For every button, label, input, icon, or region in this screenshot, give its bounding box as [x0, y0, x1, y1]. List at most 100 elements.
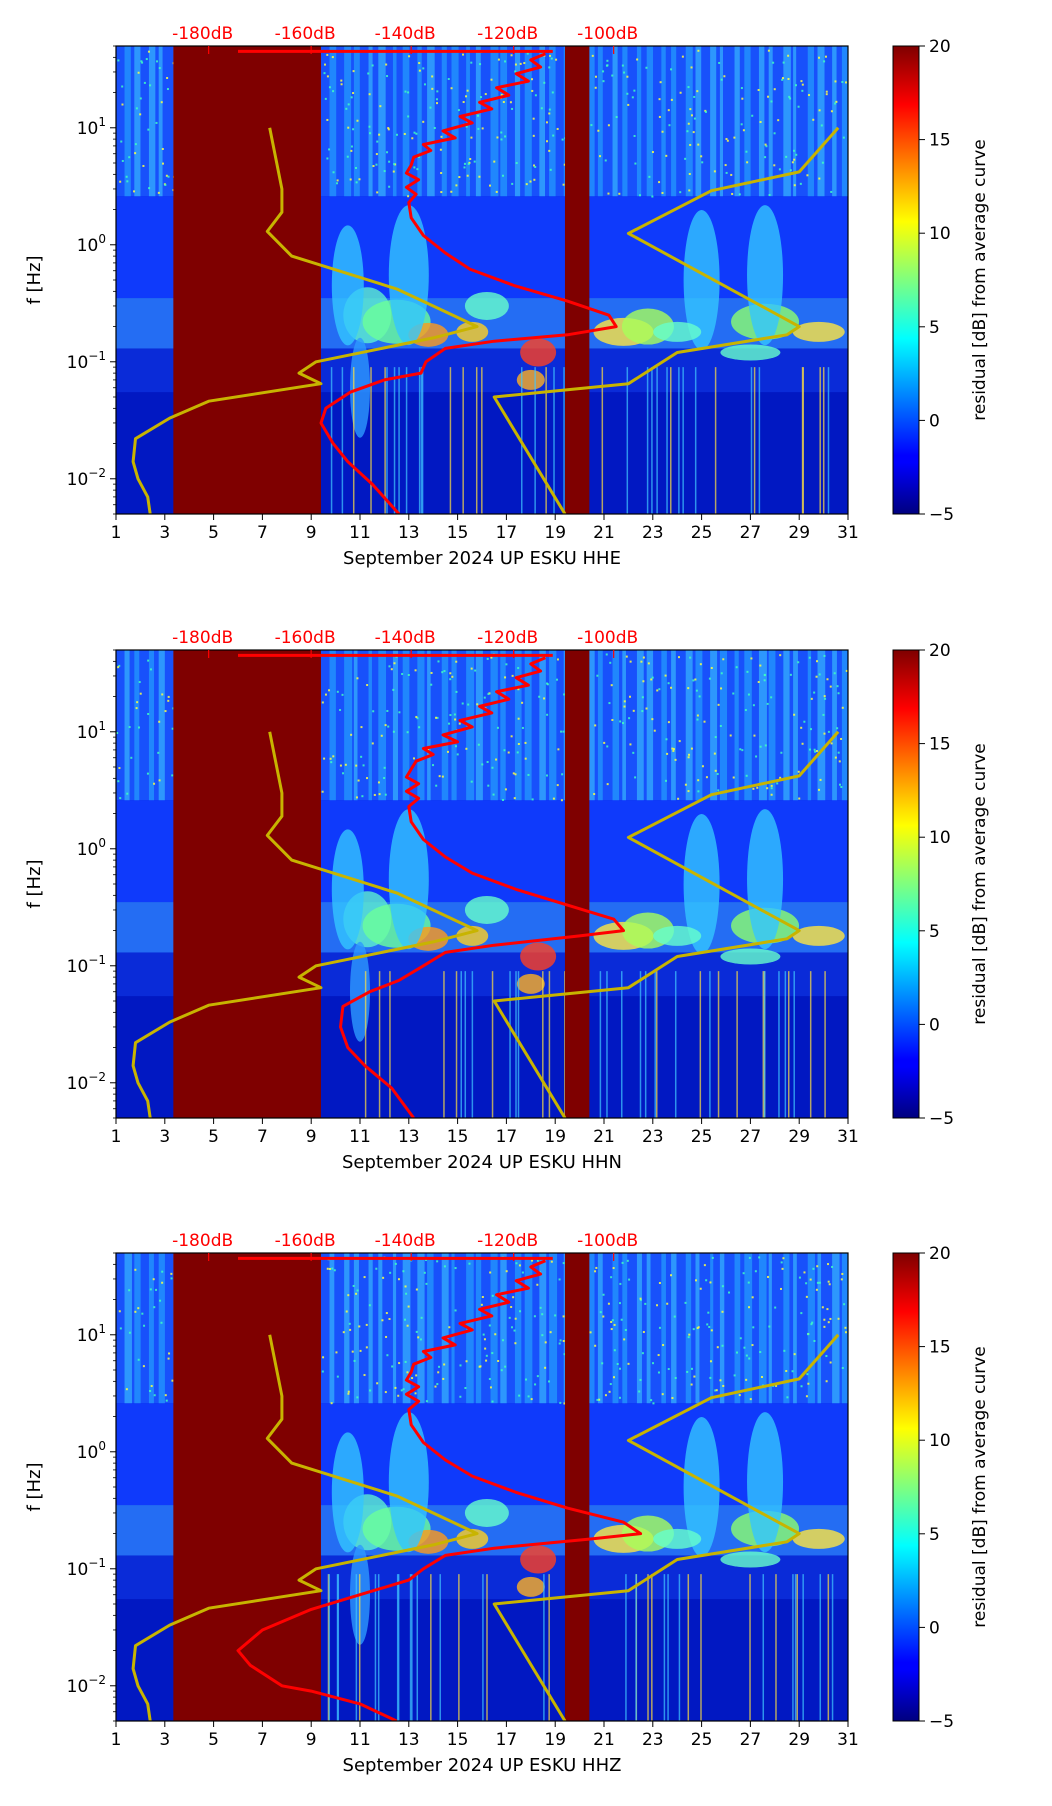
noise-speckle	[341, 693, 344, 696]
noise-speckle	[478, 175, 481, 178]
noise-speckle	[767, 49, 770, 52]
noise-speckle	[146, 772, 149, 775]
transient-streak	[651, 367, 653, 514]
microseism-energy	[520, 338, 557, 367]
transient-streak	[364, 971, 367, 1118]
transient-streak	[717, 971, 720, 1118]
transient-streak	[667, 1574, 669, 1721]
noise-speckle	[545, 774, 548, 777]
noise-speckle	[517, 743, 520, 746]
noise-speckle	[845, 81, 848, 84]
noise-speckle	[638, 1390, 641, 1393]
diurnal-streak	[353, 1253, 359, 1404]
noise-speckle	[738, 193, 741, 196]
diurnal-streak	[344, 650, 353, 801]
noise-speckle	[735, 666, 738, 669]
noise-speckle	[139, 97, 142, 100]
noise-speckle	[594, 86, 597, 89]
noise-speckle	[736, 1351, 739, 1354]
noise-speckle	[161, 148, 164, 151]
noise-speckle	[812, 1267, 815, 1270]
noise-speckle	[128, 1331, 131, 1334]
colorbar	[892, 45, 920, 515]
noise-speckle	[729, 734, 732, 737]
noise-speckle	[603, 741, 606, 744]
noise-speckle	[841, 1367, 844, 1370]
noise-speckle	[455, 690, 458, 693]
noise-speckle	[783, 1349, 786, 1352]
diurnal-streak	[807, 46, 814, 197]
noise-speckle	[779, 654, 782, 657]
noise-speckle	[442, 1377, 445, 1380]
noise-speckle	[359, 1349, 362, 1352]
noise-speckle	[671, 1397, 674, 1400]
noise-speckle	[697, 49, 700, 52]
noise-speckle	[765, 145, 768, 148]
noise-speckle	[360, 755, 363, 758]
noise-speckle	[754, 1270, 757, 1273]
noise-speckle	[739, 1337, 742, 1340]
noise-speckle	[491, 1294, 494, 1297]
transient-streak	[464, 971, 467, 1118]
noise-speckle	[562, 1339, 565, 1342]
noise-speckle	[367, 72, 370, 75]
noise-speckle	[639, 1297, 642, 1300]
transient-streak	[337, 1574, 340, 1721]
noise-speckle	[465, 747, 468, 750]
x-tick-label: 31	[837, 1127, 859, 1147]
noise-speckle	[689, 143, 692, 146]
microseism-energy	[456, 1528, 489, 1549]
noise-speckle	[823, 60, 826, 63]
noise-speckle	[376, 140, 379, 143]
noise-speckle	[332, 171, 335, 174]
microseism-energy	[683, 814, 720, 954]
noise-speckle	[454, 745, 457, 748]
noise-speckle	[763, 674, 766, 677]
diurnal-streak	[622, 46, 628, 197]
transient-streak	[548, 971, 551, 1118]
noise-speckle	[662, 1344, 665, 1347]
noise-speckle	[533, 164, 536, 167]
noise-speckle	[519, 62, 522, 65]
noise-speckle	[720, 78, 723, 81]
noise-speckle	[620, 1318, 623, 1321]
noise-speckle	[563, 163, 566, 166]
noise-speckle	[479, 1365, 482, 1368]
noise-speckle	[633, 89, 636, 92]
noise-speckle	[645, 707, 648, 710]
noise-speckle	[818, 673, 821, 676]
noise-speckle	[840, 737, 843, 740]
noise-speckle	[380, 734, 383, 737]
microseism-energy	[653, 1528, 702, 1549]
noise-speckle	[416, 717, 419, 720]
noise-speckle	[449, 672, 452, 675]
noise-speckle	[718, 61, 721, 64]
x-tick-label: 23	[642, 1127, 664, 1147]
noise-speckle	[725, 171, 728, 174]
noise-speckle	[613, 1323, 616, 1326]
y-tick-label: 10−1	[67, 1556, 106, 1580]
diurnal-streak	[500, 650, 506, 801]
noise-model-high-curve	[492, 126, 840, 514]
noise-speckle	[443, 670, 446, 673]
noise-speckle	[440, 172, 443, 175]
noise-speckle	[766, 702, 769, 705]
noise-speckle	[505, 663, 508, 666]
x-tick-label: 27	[740, 523, 762, 543]
noise-speckle	[797, 105, 800, 108]
diurnal-streak	[514, 650, 522, 801]
noise-speckle	[823, 1318, 826, 1321]
diurnal-streak	[661, 1253, 666, 1404]
noise-speckle	[742, 1272, 745, 1275]
noise-speckle	[346, 155, 349, 158]
transient-streak	[393, 367, 396, 514]
x-axis-label: September 2024 UP ESKU HHZ	[343, 1755, 622, 1776]
noise-speckle	[608, 702, 611, 705]
noise-speckle	[661, 130, 664, 133]
noise-speckle	[642, 656, 645, 659]
noise-speckle	[836, 685, 839, 688]
noise-speckle	[441, 671, 444, 674]
diurnal-streak	[758, 1253, 767, 1404]
noise-speckle	[330, 1402, 333, 1405]
noise-speckle	[494, 1333, 497, 1336]
